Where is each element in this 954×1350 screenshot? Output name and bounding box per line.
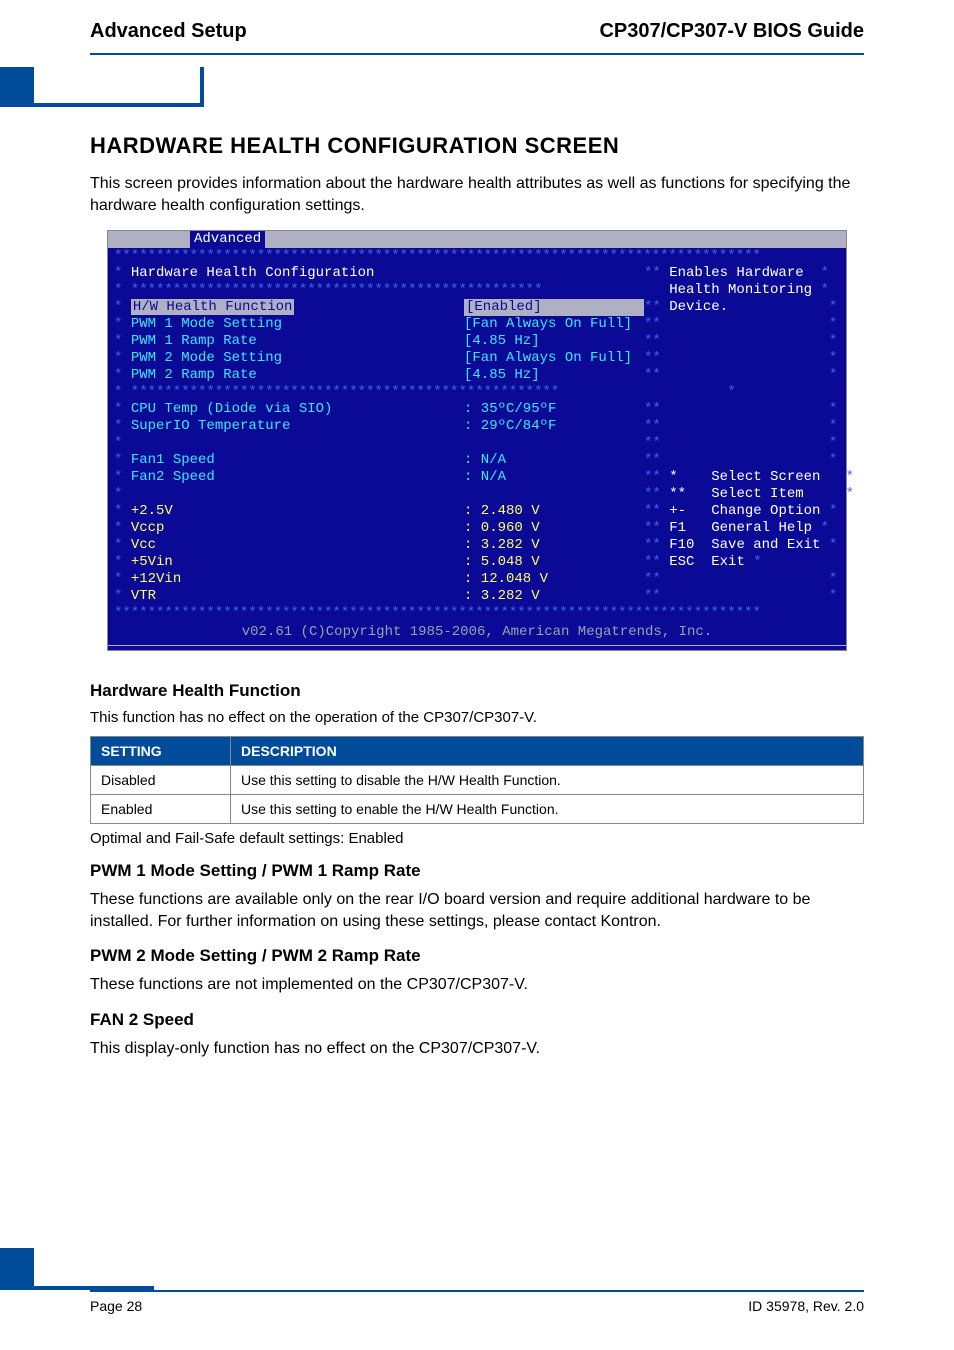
bios-item-label: CPU Temp (Diode via SIO) (131, 401, 333, 417)
header-left: Advanced Setup (90, 20, 247, 43)
bios-item: * SuperIO Temperature: 29ºC/84ºF** * (108, 418, 846, 435)
bios-item: * Vcc: 3.282 V** F10 Save and Exit * (108, 537, 846, 554)
fan2-heading: FAN 2 Speed (90, 1010, 864, 1030)
cell-setting: Disabled (91, 766, 231, 795)
page-footer: Page 28 ID 35978, Rev. 2.0 (90, 1292, 864, 1314)
bios-item-value: [4.85 Hz] (464, 333, 644, 350)
page-title: HARDWARE HEALTH CONFIGURATION SCREEN (90, 133, 864, 159)
bios-item: * VTR: 3.282 V** * (108, 588, 846, 605)
nav-key: * (669, 469, 677, 485)
bios-item: * CPU Temp (Diode via SIO): 35ºC/95ºF** … (108, 401, 846, 418)
nav-key: +- (669, 503, 703, 519)
bios-section-title: * Hardware Health Configuration (114, 265, 464, 282)
bios-item: * Fan2 Speed : N/A ** * Select Screen * (108, 469, 846, 486)
bios-item-value: [4.85 Hz] (464, 367, 644, 384)
cell-desc: Use this setting to enable the H/W Healt… (231, 795, 864, 824)
bios-item: * PWM 1 Ramp Rate[4.85 Hz]** * (108, 333, 846, 350)
bios-border: ****************************************… (108, 248, 846, 265)
bios-border: ****************************************… (108, 605, 846, 622)
nav-label: Save and Exit (711, 537, 820, 553)
bios-item-value: : 0.960 V (464, 520, 644, 537)
nav-label: Select Screen (711, 469, 820, 485)
settings-table: Setting Description Disabled Use this se… (90, 736, 864, 824)
hhf-text: This function has no effect on the opera… (90, 709, 864, 726)
cell-desc: Use this setting to disable the H/W Heal… (231, 766, 864, 795)
fan2-text: This display-only function has no effect… (90, 1038, 864, 1060)
pwm1-text: These functions are available only on th… (90, 889, 864, 932)
page-header: Advanced Setup CP307/CP307-V BIOS Guide (90, 20, 864, 47)
pwm1-heading: PWM 1 Mode Setting / PWM 1 Ramp Rate (90, 861, 864, 881)
bios-tab-advanced[interactable]: Advanced (190, 231, 265, 248)
bios-item: * PWM 2 Ramp Rate[4.85 Hz]** * (108, 367, 846, 384)
col-setting: Setting (91, 737, 231, 766)
footer-right: ID 35978, Rev. 2.0 (748, 1298, 864, 1314)
bios-item-value: [Fan Always On Full] (464, 316, 644, 333)
bios-item-label: Vcc (131, 537, 156, 553)
nav-key: F1 (669, 520, 703, 536)
cell-setting: Enabled (91, 795, 231, 824)
nav-label: Select Item (711, 486, 803, 502)
bios-item-value: : 3.282 V (464, 537, 644, 554)
bios-item-value: : 12.048 V (464, 571, 644, 588)
bios-item: * Vccp: 0.960 V** F1 General Help * (108, 520, 846, 537)
bios-item-label: +12Vin (131, 571, 181, 587)
header-right: CP307/CP307-V BIOS Guide (599, 20, 864, 43)
hhf-defaults: Optimal and Fail-Safe default settings: … (90, 830, 864, 847)
bios-item-label: PWM 2 Mode Setting (131, 350, 282, 366)
bios-footer: v02.61 (C)Copyright 1985-2006, American … (108, 622, 846, 645)
bios-item-value: : 2.480 V (464, 503, 644, 520)
bios-item: * +2.5V: 2.480 V** +- Change Option * (108, 503, 846, 520)
bios-item-label: SuperIO Temperature (131, 418, 291, 434)
pwm2-text: These functions are not implemented on t… (90, 974, 864, 996)
col-description: Description (231, 737, 864, 766)
bios-item-value: : 3.282 V (464, 588, 644, 605)
bios-item-value: : 5.048 V (464, 554, 644, 571)
bios-item: * PWM 1 Mode Setting[Fan Always On Full]… (108, 316, 846, 333)
bios-item-label: Vccp (131, 520, 165, 536)
nav-label: Exit (711, 554, 745, 570)
bios-selected-value: [Enabled] (464, 299, 644, 316)
bios-help-3: Device. (669, 299, 728, 315)
bios-item-label: +2.5V (131, 503, 173, 519)
bios-item-value: [Fan Always On Full] (464, 350, 644, 367)
intro-text: This screen provides information about t… (90, 173, 864, 216)
bios-item-value: : 29ºC/84ºF (464, 418, 644, 435)
nav-label: General Help (711, 520, 812, 536)
nav-label: Change Option (711, 503, 820, 519)
bios-item-label: PWM 1 Mode Setting (131, 316, 282, 332)
header-rule (90, 53, 864, 55)
nav-key: ESC (669, 554, 703, 570)
bios-item-selected[interactable]: * H/W Health Function [Enabled] ** Devic… (108, 299, 846, 316)
bios-item-value: : 35ºC/95ºF (464, 401, 644, 418)
bios-item: * +12Vin: 12.048 V** * (108, 571, 846, 588)
bios-border: * **************************************… (114, 282, 464, 299)
table-row: Disabled Use this setting to disable the… (91, 766, 864, 795)
footer-left: Page 28 (90, 1298, 142, 1314)
bios-item: * Fan1 Speed : N/A ** * (108, 452, 846, 469)
nav-key: ** (669, 486, 686, 502)
bios-item-label: VTR (131, 588, 156, 604)
bios-border: * **************************************… (108, 384, 846, 401)
bios-item-label: +5Vin (131, 554, 173, 570)
bios-help-1: Enables Hardware (669, 265, 803, 281)
bios-help-2: Health Monitoring (669, 282, 812, 298)
table-row: Enabled Use this setting to enable the H… (91, 795, 864, 824)
bios-screen: Advanced *******************************… (107, 230, 847, 651)
bios-selected-label: H/W Health Function (131, 299, 295, 315)
nav-key: F10 (669, 537, 703, 553)
bios-item: * PWM 2 Mode Setting[Fan Always On Full]… (108, 350, 846, 367)
bios-menubar[interactable]: Advanced (108, 231, 846, 248)
bios-item-label: PWM 2 Ramp Rate (131, 367, 257, 383)
bios-item-label: PWM 1 Ramp Rate (131, 333, 257, 349)
bios-item: * +5Vin: 5.048 V** ESC Exit * (108, 554, 846, 571)
pwm2-heading: PWM 2 Mode Setting / PWM 2 Ramp Rate (90, 946, 864, 966)
hhf-heading: Hardware Health Function (90, 681, 864, 701)
logo (90, 63, 864, 123)
